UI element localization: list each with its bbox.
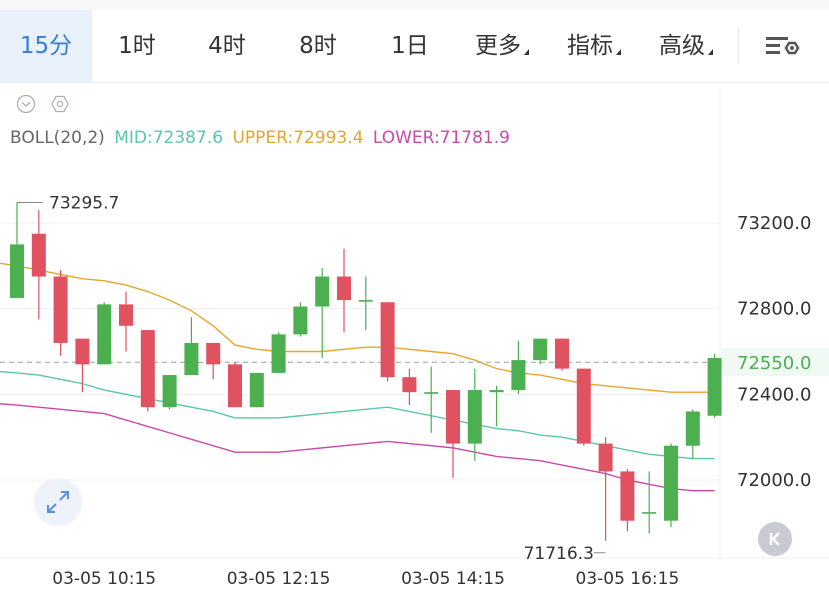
candle-body bbox=[664, 445, 678, 521]
k-line-button[interactable] bbox=[758, 522, 792, 556]
candle-body bbox=[555, 338, 569, 369]
interval-tab-bar: 15分 1时 4时 8时 1日 更多 指标 高级 bbox=[0, 10, 829, 83]
dropdown-caret-icon bbox=[616, 49, 621, 55]
tab-2[interactable]: 4时 bbox=[182, 10, 272, 82]
high-price-label: 73295.7 bbox=[49, 194, 119, 214]
boll-indicator-legend: BOLL(20,2) MID:72387.6 UPPER:72993.4 LOW… bbox=[10, 128, 514, 148]
tab-label: 1日 bbox=[391, 33, 429, 59]
tab-label: 更多 bbox=[475, 33, 521, 59]
candle-body bbox=[184, 342, 199, 376]
candle-body bbox=[293, 306, 308, 335]
candle-body bbox=[707, 357, 722, 416]
candle-body bbox=[402, 377, 417, 393]
tab-5[interactable]: 更多 bbox=[456, 10, 548, 82]
candle-body bbox=[337, 276, 351, 301]
tab-divider bbox=[738, 28, 739, 64]
candle-body bbox=[249, 372, 264, 408]
candle-body bbox=[620, 471, 635, 521]
candlestick-chart[interactable]: 73295.7 71716.3 73200.0 72800.0 72400.0 72000… bbox=[0, 83, 829, 595]
dropdown-caret-icon bbox=[708, 49, 713, 55]
candle-body bbox=[598, 443, 613, 472]
current-price-tag-bg bbox=[722, 348, 829, 376]
tab-label: 高级 bbox=[659, 33, 705, 59]
candle-body bbox=[446, 390, 460, 444]
dropdown-caret-icon bbox=[524, 49, 529, 55]
tab-label: 4时 bbox=[208, 33, 246, 59]
top-strip bbox=[0, 0, 829, 10]
expand-arrows-icon bbox=[47, 491, 69, 513]
hexagon-settings-icon[interactable] bbox=[50, 94, 70, 114]
mid-band-line bbox=[0, 370, 715, 460]
tab-6[interactable]: 指标 bbox=[548, 10, 640, 82]
x-tick-label: 03-05 14:15 bbox=[401, 569, 505, 589]
boll-name: BOLL(20,2) bbox=[10, 128, 105, 148]
candle-body bbox=[685, 411, 700, 446]
candle-body bbox=[140, 330, 155, 408]
tab-label: 15分 bbox=[19, 33, 73, 59]
candle-body bbox=[53, 276, 68, 343]
candle-body bbox=[97, 304, 112, 365]
tab-3[interactable]: 8时 bbox=[272, 10, 364, 82]
upper-band-line bbox=[0, 262, 715, 393]
x-tick-label: 03-05 16:15 bbox=[576, 569, 680, 589]
tab-7[interactable]: 高级 bbox=[640, 10, 732, 82]
candle-body bbox=[489, 390, 504, 393]
tab-label: 8时 bbox=[299, 33, 337, 59]
candle-body bbox=[315, 276, 330, 307]
x-tick-label: 03-05 10:15 bbox=[52, 569, 156, 589]
candle-body bbox=[380, 302, 395, 378]
k-logo-icon bbox=[769, 532, 780, 546]
tab-label: 1时 bbox=[118, 33, 156, 59]
boll-upper-value: UPPER:72993.4 bbox=[232, 128, 364, 148]
expand-button[interactable] bbox=[34, 478, 82, 526]
boll-lower-value: LOWER:71781.9 bbox=[372, 128, 510, 148]
candle-body bbox=[576, 368, 591, 444]
candle-body bbox=[162, 375, 177, 408]
boll-mid-value: MID:72387.6 bbox=[114, 128, 224, 148]
y-tick-label: 72000.0 bbox=[737, 470, 811, 491]
candle-body bbox=[467, 390, 482, 444]
low-price-label: 71716.3 bbox=[524, 544, 594, 564]
x-tick-label: 03-05 12:15 bbox=[227, 569, 331, 589]
tab-label: 指标 bbox=[567, 33, 613, 59]
candle-body bbox=[533, 338, 548, 361]
candle-body bbox=[424, 392, 439, 394]
candle-body bbox=[31, 233, 46, 277]
y-tick-label: 72400.0 bbox=[737, 384, 811, 405]
candle-body bbox=[119, 304, 133, 326]
tab-0[interactable]: 15分 bbox=[0, 10, 92, 82]
lower-band-line bbox=[0, 403, 715, 492]
candle-body bbox=[642, 512, 657, 514]
candle-body bbox=[228, 364, 242, 408]
y-tick-label: 72800.0 bbox=[737, 299, 811, 320]
candle-body bbox=[511, 360, 526, 391]
tab-4[interactable]: 1日 bbox=[364, 10, 456, 82]
candle-body bbox=[10, 244, 24, 298]
candle-body bbox=[271, 334, 286, 373]
chevron-down-circle-icon[interactable] bbox=[16, 94, 36, 114]
candle-body bbox=[75, 338, 90, 365]
current-price-label: 72550.0 bbox=[737, 353, 811, 374]
tab-1[interactable]: 1时 bbox=[92, 10, 182, 82]
list-settings-icon[interactable] bbox=[760, 32, 804, 62]
y-tick-label: 73200.0 bbox=[737, 213, 811, 234]
candle-body bbox=[358, 300, 373, 302]
candle-body bbox=[206, 342, 221, 365]
